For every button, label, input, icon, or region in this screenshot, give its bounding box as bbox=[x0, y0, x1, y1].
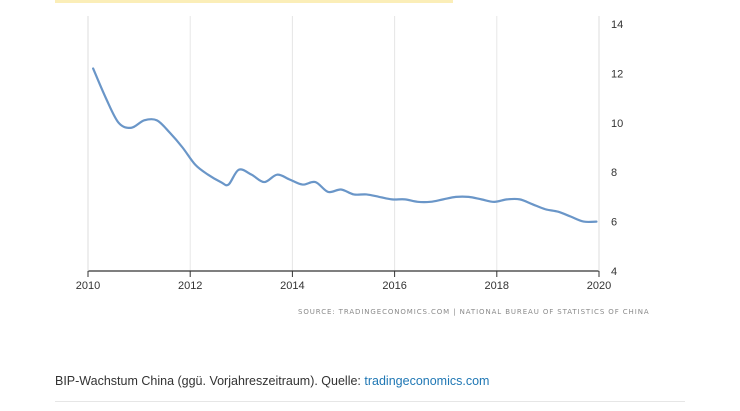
data-point[interactable] bbox=[439, 195, 447, 203]
data-point[interactable] bbox=[115, 119, 123, 127]
divider bbox=[55, 401, 685, 402]
data-point[interactable] bbox=[554, 208, 562, 216]
data-point[interactable] bbox=[426, 198, 434, 206]
series-line-0 bbox=[92, 67, 598, 224]
data-point[interactable] bbox=[388, 195, 396, 203]
data-point[interactable] bbox=[541, 205, 549, 213]
y-tick-label-6: 6 bbox=[611, 217, 617, 229]
data-point[interactable] bbox=[375, 193, 383, 201]
y-tick-label-12: 12 bbox=[611, 68, 623, 80]
data-point[interactable] bbox=[350, 190, 358, 198]
data-point[interactable] bbox=[324, 188, 332, 196]
x-tick-label-2010: 2010 bbox=[76, 280, 100, 292]
x-tick-label-2020: 2020 bbox=[587, 280, 611, 292]
data-point[interactable] bbox=[580, 218, 588, 226]
data-point[interactable] bbox=[567, 213, 575, 221]
data-point[interactable] bbox=[503, 195, 511, 203]
source-link[interactable]: tradingeconomics.com bbox=[364, 374, 490, 388]
data-point[interactable] bbox=[127, 124, 135, 132]
y-tick-label-8: 8 bbox=[611, 167, 617, 179]
data-point[interactable] bbox=[490, 198, 498, 206]
data-point[interactable] bbox=[362, 190, 370, 198]
data-point[interactable] bbox=[153, 116, 161, 124]
data-point[interactable] bbox=[414, 198, 422, 206]
x-tick-label-2012: 2012 bbox=[178, 280, 202, 292]
data-point[interactable] bbox=[179, 144, 187, 152]
data-point[interactable] bbox=[217, 178, 225, 186]
data-point[interactable] bbox=[477, 195, 485, 203]
data-point[interactable] bbox=[166, 129, 174, 137]
data-point[interactable] bbox=[286, 176, 294, 184]
x-tick-label-2018: 2018 bbox=[485, 280, 509, 292]
y-tick-label-14: 14 bbox=[611, 19, 623, 31]
x-tick-label-2014: 2014 bbox=[280, 280, 304, 292]
data-point[interactable] bbox=[299, 181, 307, 189]
data-point[interactable] bbox=[102, 94, 110, 102]
series-layer bbox=[89, 64, 598, 226]
data-point[interactable] bbox=[225, 181, 233, 189]
data-point[interactable] bbox=[273, 171, 281, 179]
data-point[interactable] bbox=[260, 178, 268, 186]
data-point[interactable] bbox=[529, 200, 537, 208]
chart-source-note: SOURCE: TRADINGECONOMICS.COM | NATIONAL … bbox=[298, 308, 650, 316]
data-point[interactable] bbox=[89, 64, 97, 72]
data-point[interactable] bbox=[516, 195, 524, 203]
y-tick-label-4: 4 bbox=[611, 266, 617, 278]
data-point[interactable] bbox=[235, 166, 243, 174]
highlight-bar bbox=[55, 0, 453, 3]
data-point[interactable] bbox=[452, 193, 460, 201]
data-point[interactable] bbox=[337, 185, 345, 193]
data-point[interactable] bbox=[204, 171, 212, 179]
data-point[interactable] bbox=[248, 171, 256, 179]
data-point[interactable] bbox=[191, 161, 199, 169]
y-tick-label-10: 10 bbox=[611, 118, 623, 130]
data-point[interactable] bbox=[465, 193, 473, 201]
data-point[interactable] bbox=[401, 195, 409, 203]
caption-text: BIP-Wachstum China (ggü. Vorjahreszeitra… bbox=[55, 374, 365, 388]
data-point[interactable] bbox=[311, 178, 319, 186]
x-tick-label-2016: 2016 bbox=[382, 280, 406, 292]
chart-caption: BIP-Wachstum China (ggü. Vorjahreszeitra… bbox=[55, 374, 489, 388]
grid-lines bbox=[189, 16, 498, 271]
data-point[interactable] bbox=[140, 116, 148, 124]
